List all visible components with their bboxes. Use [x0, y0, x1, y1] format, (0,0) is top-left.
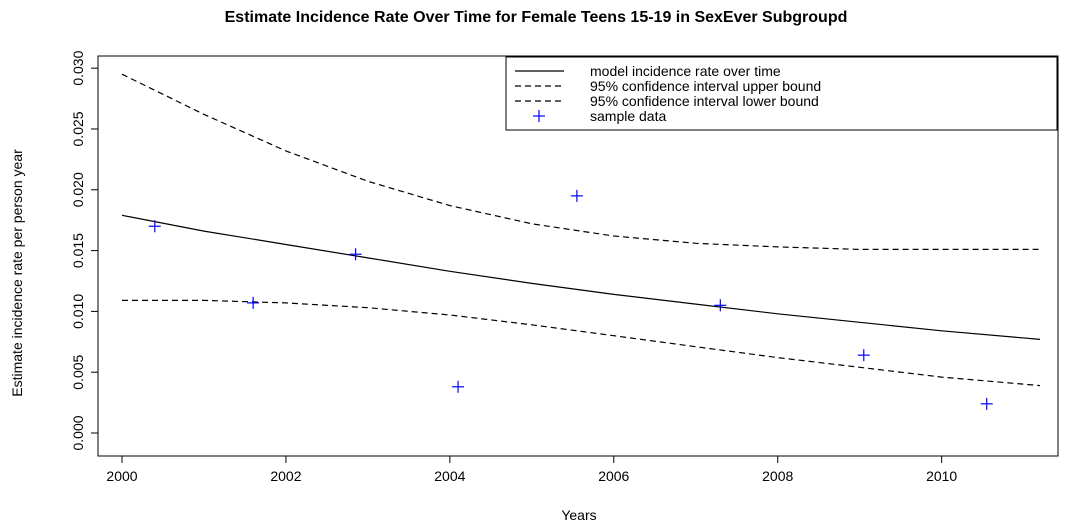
chart-title: Estimate Incidence Rate Over Time for Fe…: [225, 9, 848, 26]
y-axis: 0.000 0.005 0.010 0.015 0.020 0.025 0.030: [70, 50, 99, 451]
legend-item: 95% confidence interval upper bound: [515, 78, 821, 94]
series-line-0: [121, 214, 1041, 340]
legend-label: model incidence rate over time: [590, 63, 781, 79]
x-axis-label: Years: [561, 507, 596, 523]
data-point: [857, 349, 870, 362]
y-axis-label: Estimate incidence rate per person year: [9, 149, 25, 397]
legend-item: 95% confidence interval lower bound: [515, 93, 819, 109]
data-point: [247, 296, 260, 309]
series-layer: [121, 73, 1041, 410]
y-tick-label: 0.000: [70, 415, 86, 450]
x-tick-label: 2006: [598, 468, 629, 484]
x-tick-label: 2000: [106, 468, 137, 484]
x-tick-label: 2002: [270, 468, 301, 484]
x-tick-label: 2004: [434, 468, 465, 484]
data-point: [980, 397, 993, 410]
data-point: [349, 248, 362, 261]
data-point: [714, 299, 727, 312]
y-tick-label: 0.010: [70, 294, 86, 329]
legend-item: sample data: [533, 108, 666, 124]
legend-label: 95% confidence interval upper bound: [590, 78, 821, 94]
y-tick-label: 0.020: [70, 172, 86, 207]
series-line-2: [122, 299, 1041, 387]
x-tick-label: 2008: [762, 468, 793, 484]
x-axis: 2000 2002 2004 2006 2008 2010: [106, 455, 957, 484]
y-tick-label: 0.025: [70, 111, 86, 146]
y-tick-label: 0.005: [70, 354, 86, 389]
x-tick-label: 2010: [926, 468, 957, 484]
data-point: [148, 220, 161, 233]
legend-label: sample data: [590, 108, 666, 124]
data-point: [452, 380, 465, 393]
data-point: [570, 189, 583, 202]
legend-label: 95% confidence interval lower bound: [590, 93, 819, 109]
legend-item: model incidence rate over time: [515, 63, 781, 79]
legend-box: [505, 56, 1058, 131]
y-tick-label: 0.030: [70, 50, 86, 85]
series-line-1: [121, 73, 1040, 250]
y-tick-label: 0.015: [70, 233, 86, 268]
